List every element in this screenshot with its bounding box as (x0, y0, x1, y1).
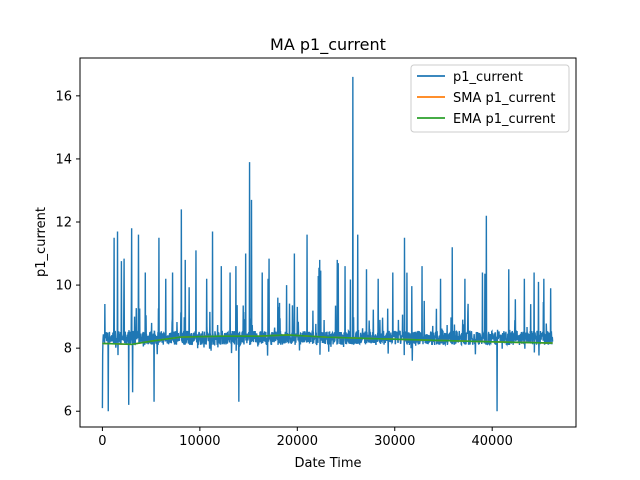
y-tick-label: 16 (55, 89, 72, 104)
plot-area (101, 76, 554, 412)
y-axis-ticks: 6 8 10 12 14 16 (55, 89, 80, 420)
x-tick-label: 10000 (179, 434, 220, 449)
chart-title: MA p1_current (270, 35, 386, 55)
series-line-ema-p1-current (102, 334, 553, 346)
axes-frame (79, 57, 577, 428)
x-tick-label: 30000 (374, 434, 415, 449)
legend-label: p1_current (453, 70, 523, 85)
series-line-p1-current (101, 76, 554, 412)
y-axis-label: p1_current (34, 207, 49, 277)
x-axis-ticks: 0 10000 20000 30000 40000 (98, 427, 513, 449)
x-tick-label: 20000 (277, 434, 318, 449)
y-tick-label: 12 (55, 216, 72, 231)
x-tick-label: 0 (98, 434, 106, 449)
y-tick-label: 14 (55, 152, 72, 167)
y-tick-label: 8 (64, 342, 72, 357)
y-tick-label: 10 (55, 279, 72, 294)
legend: p1_current SMA p1_current EMA p1_current (410, 64, 570, 133)
legend-label: SMA p1_current (453, 91, 555, 106)
y-tick-label: 6 (64, 405, 72, 420)
legend-label: EMA p1_current (453, 112, 555, 127)
x-axis-label: Date Time (294, 456, 361, 471)
x-tick-label: 40000 (472, 434, 513, 449)
legend-box (410, 64, 570, 133)
